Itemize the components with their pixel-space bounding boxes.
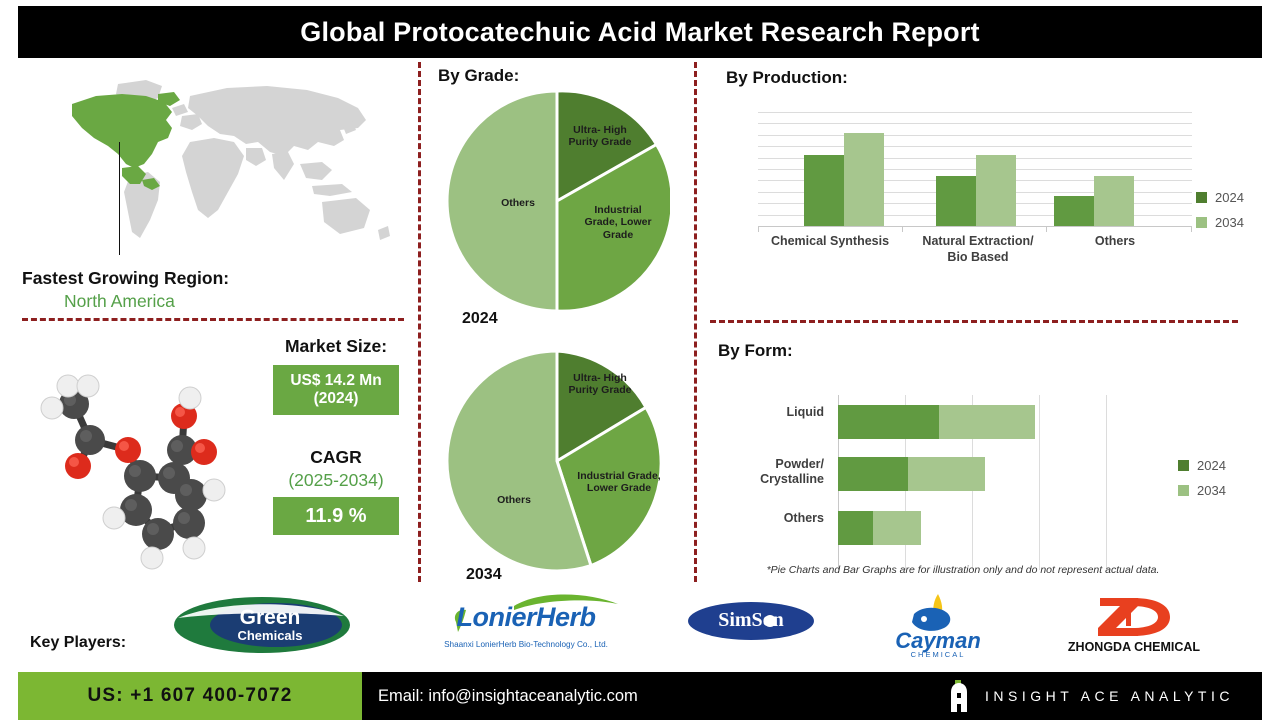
form-legend-item-2034: 2034: [1178, 483, 1226, 498]
vertical-divider-left: [418, 62, 421, 582]
logo-green-chemicals: Green Chemicals: [172, 592, 352, 658]
production-legend-item-2024: 2024: [1196, 190, 1244, 205]
logo-lonierherb-wordmark: LonierHerb: [456, 602, 596, 632]
production-category-label-2: Others: [1094, 234, 1136, 248]
form-bar-row-powder: Powder/ Crystalline: [760, 457, 985, 491]
logo-lonierherb: LonierHerb Shaanxi LonierHerb Bio-Techno…: [410, 592, 642, 658]
logo-simson-wordmark: SimSon: [718, 609, 784, 631]
world-map-icon: [22, 72, 402, 262]
logo-cayman-chemical: Cayman CHEMICAL: [880, 592, 996, 662]
form-category-label-others: Others: [783, 511, 824, 525]
by-production-heading: By Production:: [726, 68, 848, 87]
logo-simson: SimSon: [686, 600, 816, 642]
production-bar-chemical-synthesis-2034: [844, 132, 884, 226]
fastest-growing-region-block: Fastest Growing Region: North America: [22, 268, 402, 312]
form-bar-row-liquid: Liquid: [787, 405, 1035, 439]
logo-green-chemicals-line1: Green: [239, 605, 301, 629]
production-category-label-1: Natural Extraction/ Bio Based: [922, 234, 1034, 264]
footer-phone: US: +1 607 400-7072: [87, 685, 293, 706]
production-x-axis: [758, 226, 1192, 227]
form-legend-item-2024: 2024: [1178, 458, 1226, 473]
pie-year-2024: 2024: [462, 310, 498, 327]
legend-label-2024: 2024: [1215, 190, 1244, 205]
production-bar-natural-extraction-2034: [976, 155, 1016, 226]
chart-disclaimer-note: *Pie Charts and Bar Graphs are for illus…: [766, 564, 1160, 576]
key-players-label: Key Players:: [30, 634, 127, 651]
logo-lonierherb-caption: Shaanxi LonierHerb Bio-Technology Co., L…: [444, 640, 608, 649]
form-seg-others-2024: [838, 511, 873, 545]
legend-swatch-icon-2024-form: [1178, 460, 1189, 471]
by-grade-heading: By Grade:: [438, 66, 520, 85]
market-size-label: Market Size:: [284, 336, 388, 356]
molecule-model-icon: [22, 352, 272, 577]
horizontal-divider-left: [22, 318, 404, 321]
production-legend: 2024 2034: [1196, 190, 1244, 240]
pie-year-2034: 2034: [466, 566, 502, 583]
form-bar-row-others: Others: [784, 511, 921, 545]
legend-label-2034: 2034: [1215, 215, 1244, 230]
cagr-label: CAGR: [310, 447, 362, 467]
insight-ace-a-logo-icon: [947, 680, 971, 712]
horizontal-divider-right: [710, 320, 1238, 323]
legend-swatch-icon-2024: [1196, 192, 1207, 203]
production-bar-chart: [758, 112, 1192, 232]
footer-phone-block: US: +1 607 400-7072: [18, 672, 362, 720]
vertical-divider-right: [694, 62, 697, 582]
market-size-block: Market Size: US$ 14.2 Mn (2024) CAGR (20…: [262, 336, 410, 535]
brand-lockup: INSIGHT ACE ANALYTIC: [947, 672, 1234, 720]
logo-cayman-wordmark: Cayman: [895, 628, 981, 653]
footer-contact-block: Email: info@insightaceanalytic.com INSIG…: [362, 672, 1262, 720]
by-form-heading: By Form:: [718, 341, 793, 360]
pie-chart-2034: [444, 348, 670, 574]
form-seg-liquid-2024: [838, 405, 939, 439]
logo-zhongda-chemical: ZHONGDA CHEMICAL: [1064, 592, 1204, 660]
fastest-growing-region-label: Fastest Growing Region:: [22, 268, 230, 288]
footer-bar: US: +1 607 400-7072 Email: info@insighta…: [0, 672, 1280, 720]
fastest-growing-region-value: North America: [64, 291, 175, 311]
form-seg-powder-2024: [838, 457, 908, 491]
cagr-range: (2025-2034): [288, 470, 384, 490]
map-highlight-north-america: [72, 92, 180, 190]
page-title: Global Protocatechuic Acid Market Resear…: [300, 16, 980, 47]
form-seg-others-2034: [873, 511, 921, 545]
logo-green-chemicals-line2: Chemicals: [237, 627, 303, 643]
production-bar-chemical-synthesis-2024: [804, 155, 844, 226]
form-category-label-powder: Powder/ Crystalline: [760, 457, 824, 487]
production-category-label-0: Chemical Synthesis: [770, 234, 890, 248]
pie-chart-2024: [444, 88, 674, 314]
cagr-value: 11.9 %: [273, 497, 399, 535]
market-size-value: US$ 14.2 Mn (2024): [273, 365, 399, 415]
form-category-label-liquid: Liquid: [786, 405, 825, 419]
logo-zhongda-wordmark: ZHONGDA CHEMICAL: [1067, 640, 1201, 654]
production-legend-item-2034: 2034: [1196, 215, 1244, 230]
footer-email: Email: info@insightaceanalytic.com: [378, 686, 638, 705]
legend-swatch-icon-2034: [1196, 217, 1207, 228]
production-bar-others-2034: [1094, 175, 1134, 226]
legend-swatch-icon-2034-form: [1178, 485, 1189, 496]
logo-cayman-subtext: CHEMICAL: [910, 650, 966, 659]
form-legend: 2024 2034: [1178, 458, 1226, 508]
form-seg-liquid-2034: [939, 405, 1035, 439]
brand-name: INSIGHT ACE ANALYTIC: [985, 688, 1234, 704]
legend-label-2034-form: 2034: [1197, 483, 1226, 498]
production-bar-others-2024: [1054, 196, 1094, 226]
form-bar-chart: Liquid Powder/ Crystalline Others: [760, 395, 1108, 570]
map-pointer-line: [119, 142, 120, 255]
production-bar-natural-extraction-2024: [936, 175, 976, 226]
report-title-bar: Global Protocatechuic Acid Market Resear…: [18, 6, 1262, 58]
form-seg-powder-2034: [908, 457, 985, 491]
legend-label-2024-form: 2024: [1197, 458, 1226, 473]
